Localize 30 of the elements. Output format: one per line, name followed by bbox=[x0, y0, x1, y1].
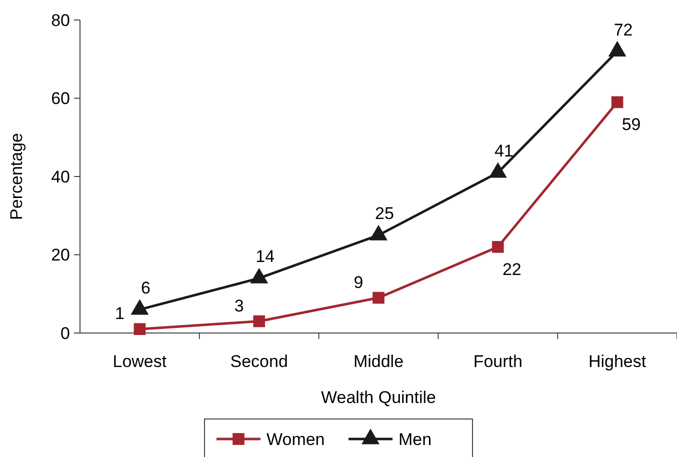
legend-label: Men bbox=[398, 430, 432, 449]
data-label: 6 bbox=[140, 278, 150, 298]
data-label: 72 bbox=[614, 20, 633, 40]
y-tick-label: 20 bbox=[51, 246, 70, 265]
x-tick-label: Highest bbox=[588, 352, 646, 371]
point bbox=[488, 162, 507, 178]
data-label: 22 bbox=[502, 260, 522, 279]
x-axis-title: Wealth Quintile bbox=[321, 388, 436, 407]
x-tick-label: Lowest bbox=[112, 352, 167, 371]
point bbox=[372, 292, 384, 304]
y-tick-label: 40 bbox=[51, 167, 70, 186]
data-label: 25 bbox=[375, 204, 394, 224]
point bbox=[608, 40, 626, 56]
data-label: 3 bbox=[234, 296, 244, 316]
x-tick-label: Middle bbox=[353, 352, 404, 371]
point bbox=[492, 241, 504, 253]
legend-label: Women bbox=[266, 430, 325, 449]
data-label: 59 bbox=[622, 115, 641, 134]
point bbox=[134, 323, 146, 336]
data-label: 1 bbox=[114, 304, 124, 324]
y-axis-title: Percentage bbox=[7, 133, 26, 220]
y-tick-label: 60 bbox=[51, 89, 70, 108]
x-tick-label: Fourth bbox=[473, 352, 522, 371]
data-label: 9 bbox=[354, 272, 364, 292]
data-label: 14 bbox=[256, 247, 275, 266]
data-label: 41 bbox=[494, 142, 514, 161]
x-tick-label: Second bbox=[230, 352, 288, 371]
point bbox=[253, 315, 266, 328]
y-tick-label: 80 bbox=[51, 10, 70, 30]
y-tick-label: 0 bbox=[60, 324, 70, 343]
